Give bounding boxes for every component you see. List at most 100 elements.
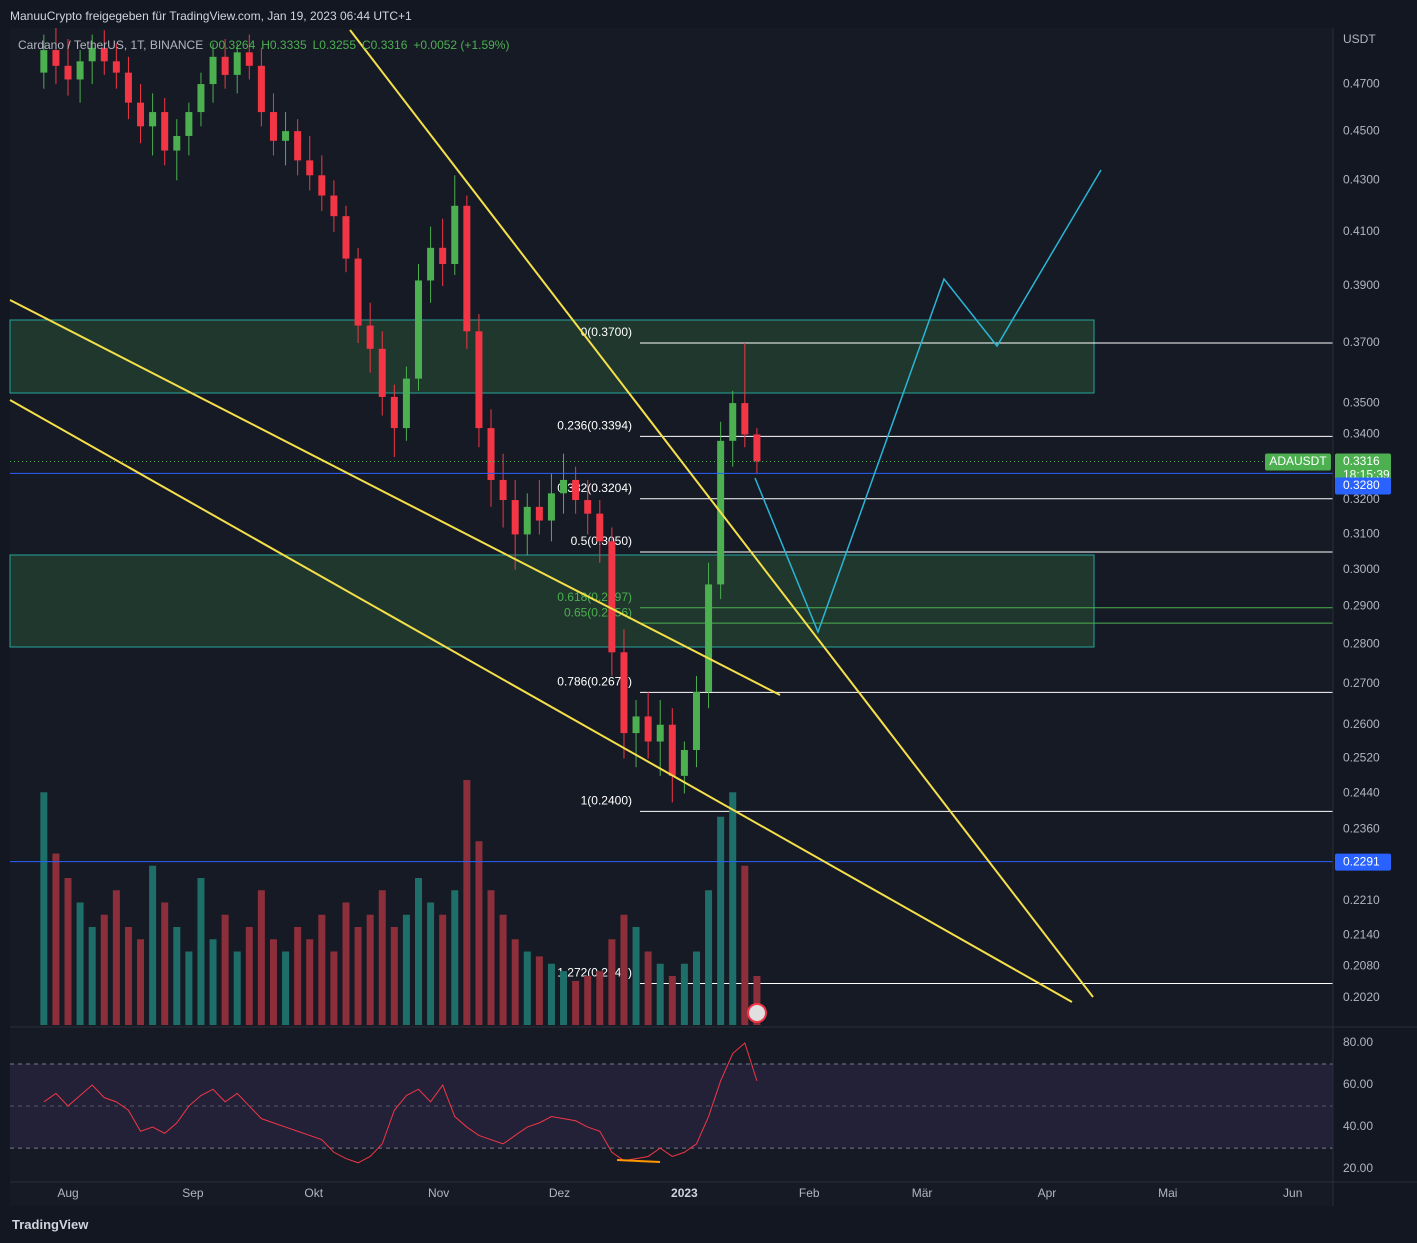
candle-body (330, 195, 338, 217)
resistance-zone (9, 319, 1095, 394)
candle-body (100, 47, 108, 62)
rsi-tick-label: 20.00 (1343, 1161, 1373, 1175)
support-zone (9, 554, 1095, 648)
candle-body (608, 541, 616, 653)
y-tick-label: 0.4300 (1343, 173, 1380, 187)
volume-bar (596, 971, 604, 1025)
y-tick-label: 0.2600 (1343, 717, 1380, 731)
candle-body (680, 750, 688, 776)
y-tick-label: 0.3000 (1343, 562, 1380, 576)
candle-body (221, 56, 229, 75)
candle-body (439, 247, 447, 265)
trend-line (9, 299, 781, 696)
volume-bar (451, 890, 459, 1025)
volume-bar (402, 914, 410, 1025)
divergence-line (616, 1159, 661, 1163)
volume-bar (257, 890, 265, 1025)
candle-body (427, 247, 435, 281)
candle-body (197, 84, 205, 113)
volume-bar (753, 976, 761, 1025)
volume-bar (427, 902, 435, 1025)
volume-bar (547, 963, 555, 1025)
volume-bar (233, 951, 241, 1025)
y-tick-label: 0.2140 (1343, 928, 1380, 942)
candle-body (692, 691, 700, 751)
candle-body (282, 131, 290, 141)
volume-bar (511, 939, 519, 1025)
y-tick-label: 0.3400 (1343, 427, 1380, 441)
candle-body (124, 72, 132, 103)
candle-body (318, 175, 326, 196)
volume-bar (475, 841, 483, 1025)
y-tick-label: 0.3900 (1343, 278, 1380, 292)
candle-body (64, 65, 72, 80)
rsi-band (10, 1064, 1333, 1149)
y-tick-label: 0.4700 (1343, 76, 1380, 90)
volume-bar (680, 963, 688, 1025)
candle-body (596, 513, 604, 542)
price-marker-box (1335, 477, 1391, 495)
volume-bar (439, 914, 447, 1025)
x-tick-label: Nov (428, 1186, 449, 1200)
volume-bar (572, 980, 580, 1025)
volume-bar (656, 963, 664, 1025)
x-tick-label: Jun (1283, 1186, 1302, 1200)
x-tick-label: Mai (1158, 1186, 1177, 1200)
candle-body (572, 479, 580, 501)
candle-body (729, 403, 737, 441)
candle-body (741, 403, 749, 435)
candle-body (88, 47, 96, 62)
brand: TradingView (12, 1217, 89, 1232)
candle-body (584, 500, 592, 514)
candle-body (402, 378, 410, 429)
candle-body (705, 584, 713, 692)
volume-bar (76, 902, 84, 1025)
fib-label: 0.382(0.3204) (557, 481, 632, 495)
candle-body (378, 348, 386, 397)
fib-label: 0.618(0.2897) (557, 590, 632, 604)
axis-unit: USDT (1343, 32, 1376, 46)
candle-body (463, 205, 471, 332)
candle-body (475, 331, 483, 429)
fib-label: 0(0.3700) (581, 325, 632, 339)
price-marker-label: 0.3316 (1343, 454, 1380, 468)
y-tick-label: 0.2210 (1343, 893, 1380, 907)
candle-body (547, 493, 555, 521)
candle-body (451, 205, 459, 265)
ohlc-high: H0.3335 (261, 38, 307, 52)
volume-bar (523, 951, 531, 1025)
candle-body (40, 50, 48, 73)
volume-bar (64, 878, 72, 1025)
y-tick-label: 0.2360 (1343, 822, 1380, 836)
volume-bar (729, 792, 737, 1025)
volume-bar (342, 902, 350, 1025)
volume-bar (644, 951, 652, 1025)
price-marker-label: 0.2291 (1343, 854, 1380, 868)
candle-body (161, 112, 169, 151)
volume-bar (318, 914, 326, 1025)
volume-bar (354, 927, 362, 1025)
volume-bar (487, 890, 495, 1025)
y-tick-label: 0.2700 (1343, 676, 1380, 690)
candle-body (269, 112, 277, 141)
y-tick-label: 0.3200 (1343, 492, 1380, 506)
y-tick-label: 0.4100 (1343, 224, 1380, 238)
volume-bar (185, 951, 193, 1025)
candle-body (306, 160, 314, 176)
volume-bar (535, 956, 543, 1025)
candle-body (342, 216, 350, 259)
fib-label: 0.786(0.2679) (557, 675, 632, 689)
rsi-tick-label: 80.00 (1343, 1035, 1373, 1049)
volume-bar (137, 939, 145, 1025)
candle-body (137, 102, 145, 127)
price-marker-label: 0.3280 (1343, 478, 1380, 492)
volume-bar (112, 890, 120, 1025)
y-tick-label: 0.2080 (1343, 958, 1380, 972)
volume-bar (245, 927, 253, 1025)
volume-bar (40, 792, 48, 1025)
volume-bar (668, 976, 676, 1025)
x-tick-label: Dez (549, 1186, 570, 1200)
volume-bar (282, 951, 290, 1025)
volume-bar (741, 865, 749, 1025)
candle-body (511, 500, 519, 535)
